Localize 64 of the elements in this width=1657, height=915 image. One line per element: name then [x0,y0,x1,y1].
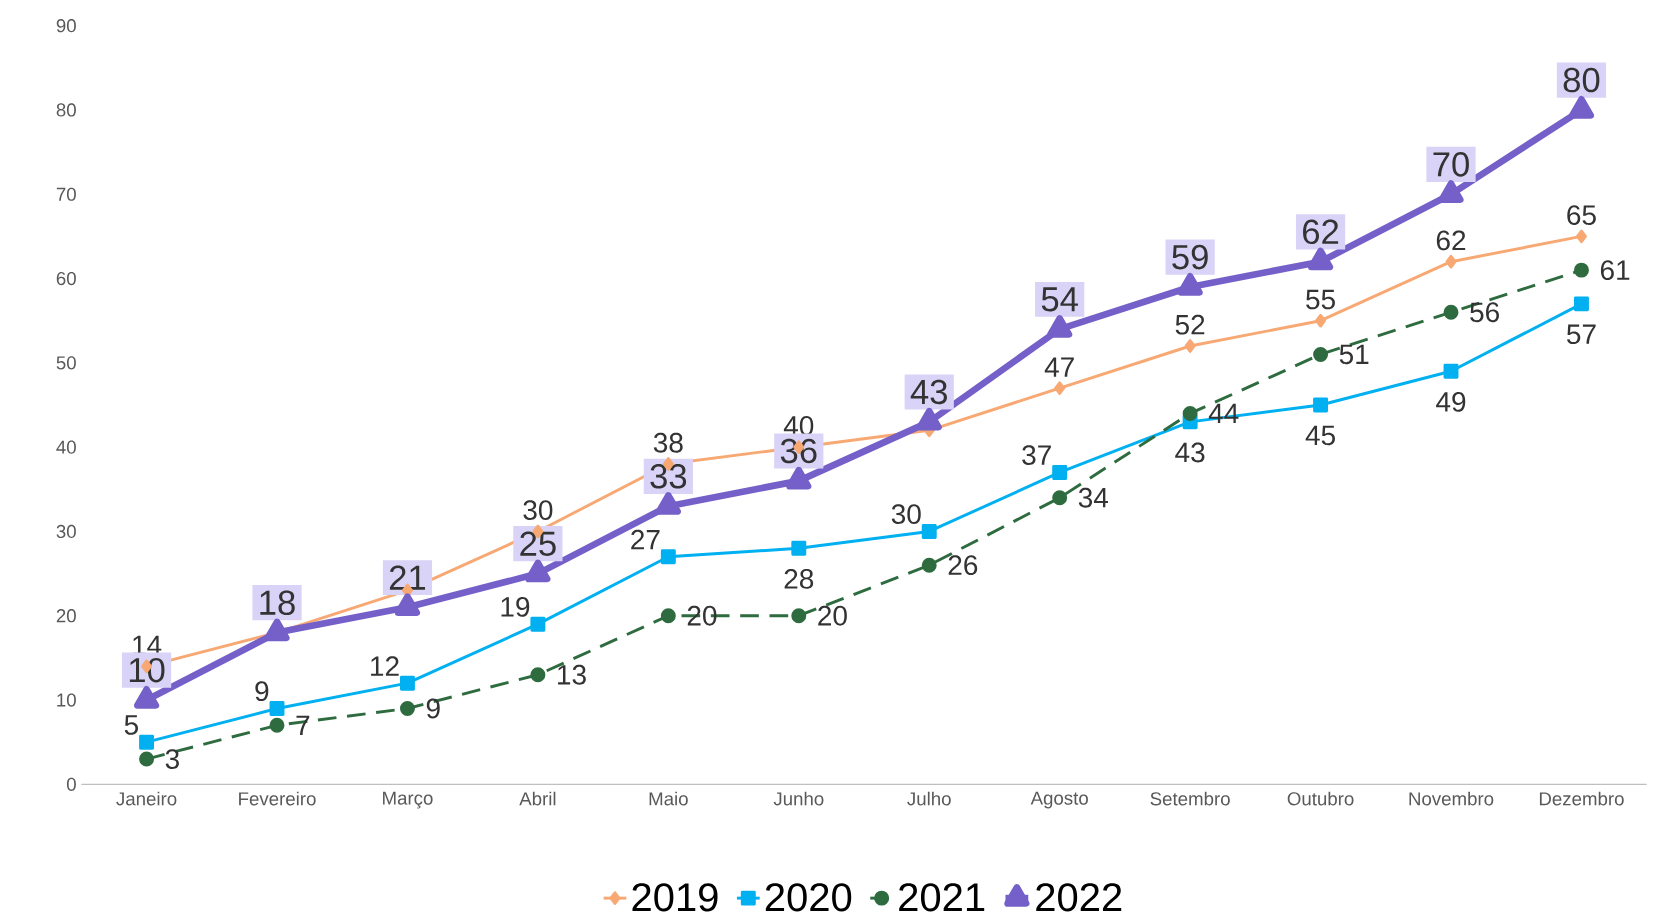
x-tick-label: Dezembro [1539,791,1624,806]
data-label: 38 [653,432,683,453]
data-label: 37 [1022,445,1051,466]
data-label: 33 [650,464,687,489]
data-label: 18 [260,590,295,615]
data-label: 30 [891,504,921,525]
legend-label: 2020 [765,883,852,912]
x-tick-label: Junho [773,791,824,806]
x-tick-label: Janeiro [116,791,177,806]
y-tick-label: 80 [56,103,76,117]
data-label: 13 [558,664,586,685]
data-label: 43 [1175,442,1205,463]
data-label: 43 [910,379,947,405]
y-tick-label: 20 [56,609,76,623]
data-label: 56 [1470,302,1499,323]
legend-label: 2019 [632,883,718,912]
data-label: 61 [1600,260,1630,281]
data-label: 51 [1339,344,1369,365]
data-label: 45 [1305,425,1335,446]
data-label: 9 [255,681,269,702]
x-tick-label: Fevereiro [239,791,316,806]
data-label: 47 [1044,357,1074,377]
y-tick-label: 90 [56,19,76,33]
data-label: 5 [124,715,138,735]
data-label: 3 [165,749,179,769]
y-tick-label: 50 [56,356,76,370]
data-label: 70 [1433,152,1469,177]
x-tick-label: Agosto [1030,791,1088,809]
data-label: 28 [784,569,814,589]
x-tick-label: Novembro [1409,791,1494,806]
data-label: 30 [523,500,553,521]
x-tick-label: Setembro [1150,791,1230,806]
y-tick-label: 10 [57,693,76,707]
y-tick-label: 0 [66,777,76,791]
x-tick-label: Maio [649,791,688,806]
data-label: 34 [1078,487,1109,508]
data-label: 9 [426,698,440,719]
y-tick-label: 70 [56,187,76,201]
data-label: 54 [1041,287,1078,312]
data-label: 57 [1567,324,1596,345]
data-label: 19 [501,596,530,617]
data-label: 59 [1172,244,1208,270]
data-label: 65 [1567,205,1596,226]
legend-label: 2021 [899,883,985,912]
data-label: 80 [1563,67,1600,93]
x-tick-label: Março [383,791,433,809]
data-label: 12 [371,656,399,676]
legend-label: 2022 [1036,883,1122,912]
data-label: 62 [1436,230,1466,251]
data-label: 49 [1436,391,1466,412]
data-label: 52 [1175,314,1205,335]
data-label: 21 [389,565,426,590]
y-tick-label: 60 [56,271,76,286]
data-label: 25 [520,531,556,556]
y-tick-label: 40 [56,440,76,454]
data-label: 26 [948,555,978,576]
x-tick-label: Julho [907,791,951,806]
y-tick-label: 30 [56,524,76,539]
x-tick-label: Abril [519,791,556,806]
x-tick-label: Outubro [1287,791,1354,806]
data-label: 62 [1303,219,1339,245]
data-label: 20 [818,605,847,626]
data-label: 27 [631,529,660,550]
data-label: 55 [1306,289,1335,310]
